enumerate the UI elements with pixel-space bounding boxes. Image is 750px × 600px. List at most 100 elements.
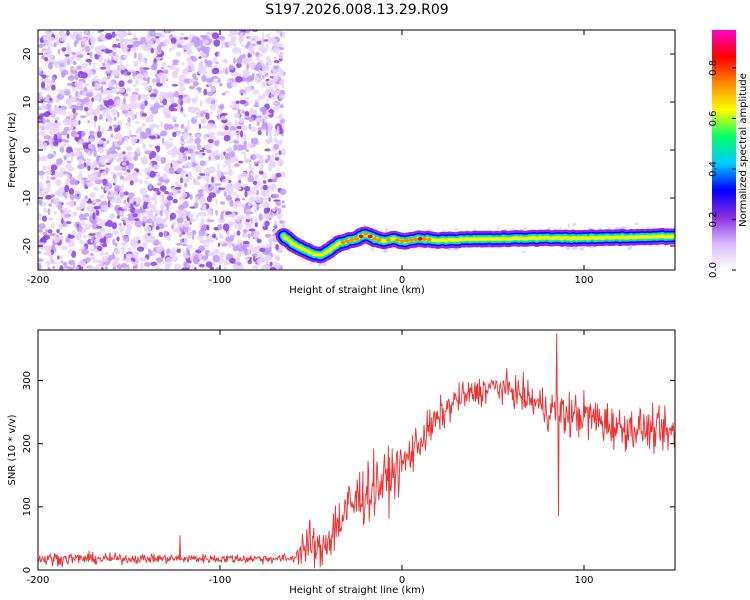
noise-blob bbox=[102, 107, 107, 110]
noise-blob bbox=[170, 37, 177, 44]
noise-blob bbox=[162, 194, 165, 202]
noise-blob bbox=[84, 30, 89, 34]
noise-blob bbox=[272, 208, 276, 212]
noise-blob bbox=[245, 211, 254, 215]
noise-blob bbox=[181, 267, 186, 270]
noise-blob bbox=[40, 104, 48, 111]
noise-blob bbox=[53, 236, 61, 243]
noise-blob bbox=[172, 198, 178, 204]
noise-blob bbox=[123, 202, 131, 205]
noise-blob bbox=[111, 31, 116, 38]
noise-blob bbox=[40, 155, 48, 162]
noise-blob bbox=[84, 148, 90, 153]
noise-blob bbox=[148, 162, 153, 167]
noise-blob bbox=[38, 154, 41, 162]
noise-blob bbox=[262, 180, 267, 184]
noise-blob bbox=[201, 74, 207, 82]
noise-blob bbox=[83, 97, 90, 103]
noise-blob bbox=[236, 230, 241, 236]
noise-blob bbox=[215, 199, 218, 205]
noise-blob bbox=[254, 101, 259, 107]
noise-blob bbox=[81, 248, 90, 255]
noise-blob bbox=[67, 41, 70, 50]
noise-blob bbox=[70, 156, 73, 164]
noise-blob bbox=[172, 59, 180, 64]
noise-blob bbox=[83, 87, 88, 92]
noise-blob bbox=[68, 126, 74, 130]
noise-blob bbox=[71, 52, 76, 55]
noise-blob bbox=[270, 96, 276, 100]
noise-blob bbox=[87, 138, 96, 142]
noise-blob bbox=[205, 60, 213, 68]
noise-blob bbox=[256, 121, 260, 126]
noise-blob bbox=[149, 30, 156, 37]
noise-blob bbox=[190, 50, 193, 55]
noise-blob bbox=[110, 133, 114, 139]
noise-blob bbox=[224, 214, 228, 218]
noise-blob bbox=[202, 113, 206, 118]
noise-blob bbox=[280, 222, 286, 228]
noise-blob bbox=[279, 43, 285, 46]
noise-blob bbox=[76, 265, 80, 270]
noise-blob bbox=[142, 82, 148, 87]
noise-blob bbox=[263, 213, 268, 217]
noise-blob bbox=[174, 123, 179, 128]
noise-blob bbox=[85, 92, 94, 98]
noise-blob bbox=[59, 146, 65, 153]
noise-blob bbox=[212, 233, 217, 239]
noise-blob bbox=[112, 43, 118, 49]
noise-blob bbox=[217, 242, 221, 247]
noise-blob bbox=[174, 91, 180, 98]
noise-blob bbox=[264, 158, 269, 164]
noise-blob bbox=[226, 197, 232, 201]
noise-blob bbox=[123, 171, 129, 176]
x-tick-label: -100 bbox=[209, 275, 232, 286]
noise-blob bbox=[66, 30, 70, 36]
noise-blob bbox=[79, 231, 83, 236]
noise-blob bbox=[165, 257, 173, 263]
noise-blob bbox=[85, 158, 92, 163]
noise-blob bbox=[63, 262, 68, 267]
noise-blob bbox=[279, 104, 284, 109]
noise-blob bbox=[53, 42, 57, 48]
noise-blob bbox=[65, 139, 70, 143]
noise-blob bbox=[112, 54, 120, 62]
noise-blob bbox=[154, 124, 160, 129]
noise-blob bbox=[66, 133, 70, 139]
noise-blob bbox=[167, 192, 174, 197]
noise-blob bbox=[87, 198, 92, 204]
noise-blob bbox=[227, 220, 235, 227]
noise-blob bbox=[242, 69, 250, 77]
noise-blob bbox=[120, 241, 127, 247]
noise-blob bbox=[149, 155, 153, 160]
haze-blob bbox=[524, 227, 527, 230]
noise-blob bbox=[179, 238, 183, 244]
noise-blob bbox=[93, 205, 101, 210]
noise-blob bbox=[254, 35, 259, 43]
noise-blob bbox=[134, 236, 141, 240]
noise-blob bbox=[49, 63, 53, 70]
noise-blob bbox=[239, 145, 247, 151]
noise-blob bbox=[201, 69, 208, 75]
spectrogram-y-axis: -20 -10 0 10 20 bbox=[22, 48, 675, 254]
noise-blob bbox=[188, 226, 192, 232]
noise-blob bbox=[183, 261, 188, 268]
noise-blob bbox=[142, 242, 148, 249]
noise-blob bbox=[244, 191, 248, 198]
noise-blob bbox=[176, 190, 182, 194]
noise-blob bbox=[75, 150, 81, 158]
noise-blob bbox=[119, 88, 125, 93]
noise-blob bbox=[224, 152, 230, 160]
noise-blob bbox=[107, 199, 111, 208]
noise-blob bbox=[242, 229, 248, 233]
noise-blob bbox=[223, 191, 227, 197]
noise-blob bbox=[155, 37, 161, 45]
noise-blob bbox=[149, 96, 156, 100]
noise-blob bbox=[112, 47, 117, 51]
noise-blob bbox=[208, 155, 212, 161]
noise-blob bbox=[193, 202, 199, 209]
noise-blob bbox=[100, 85, 104, 92]
noise-blob bbox=[278, 150, 282, 155]
noise-blob bbox=[74, 73, 79, 81]
